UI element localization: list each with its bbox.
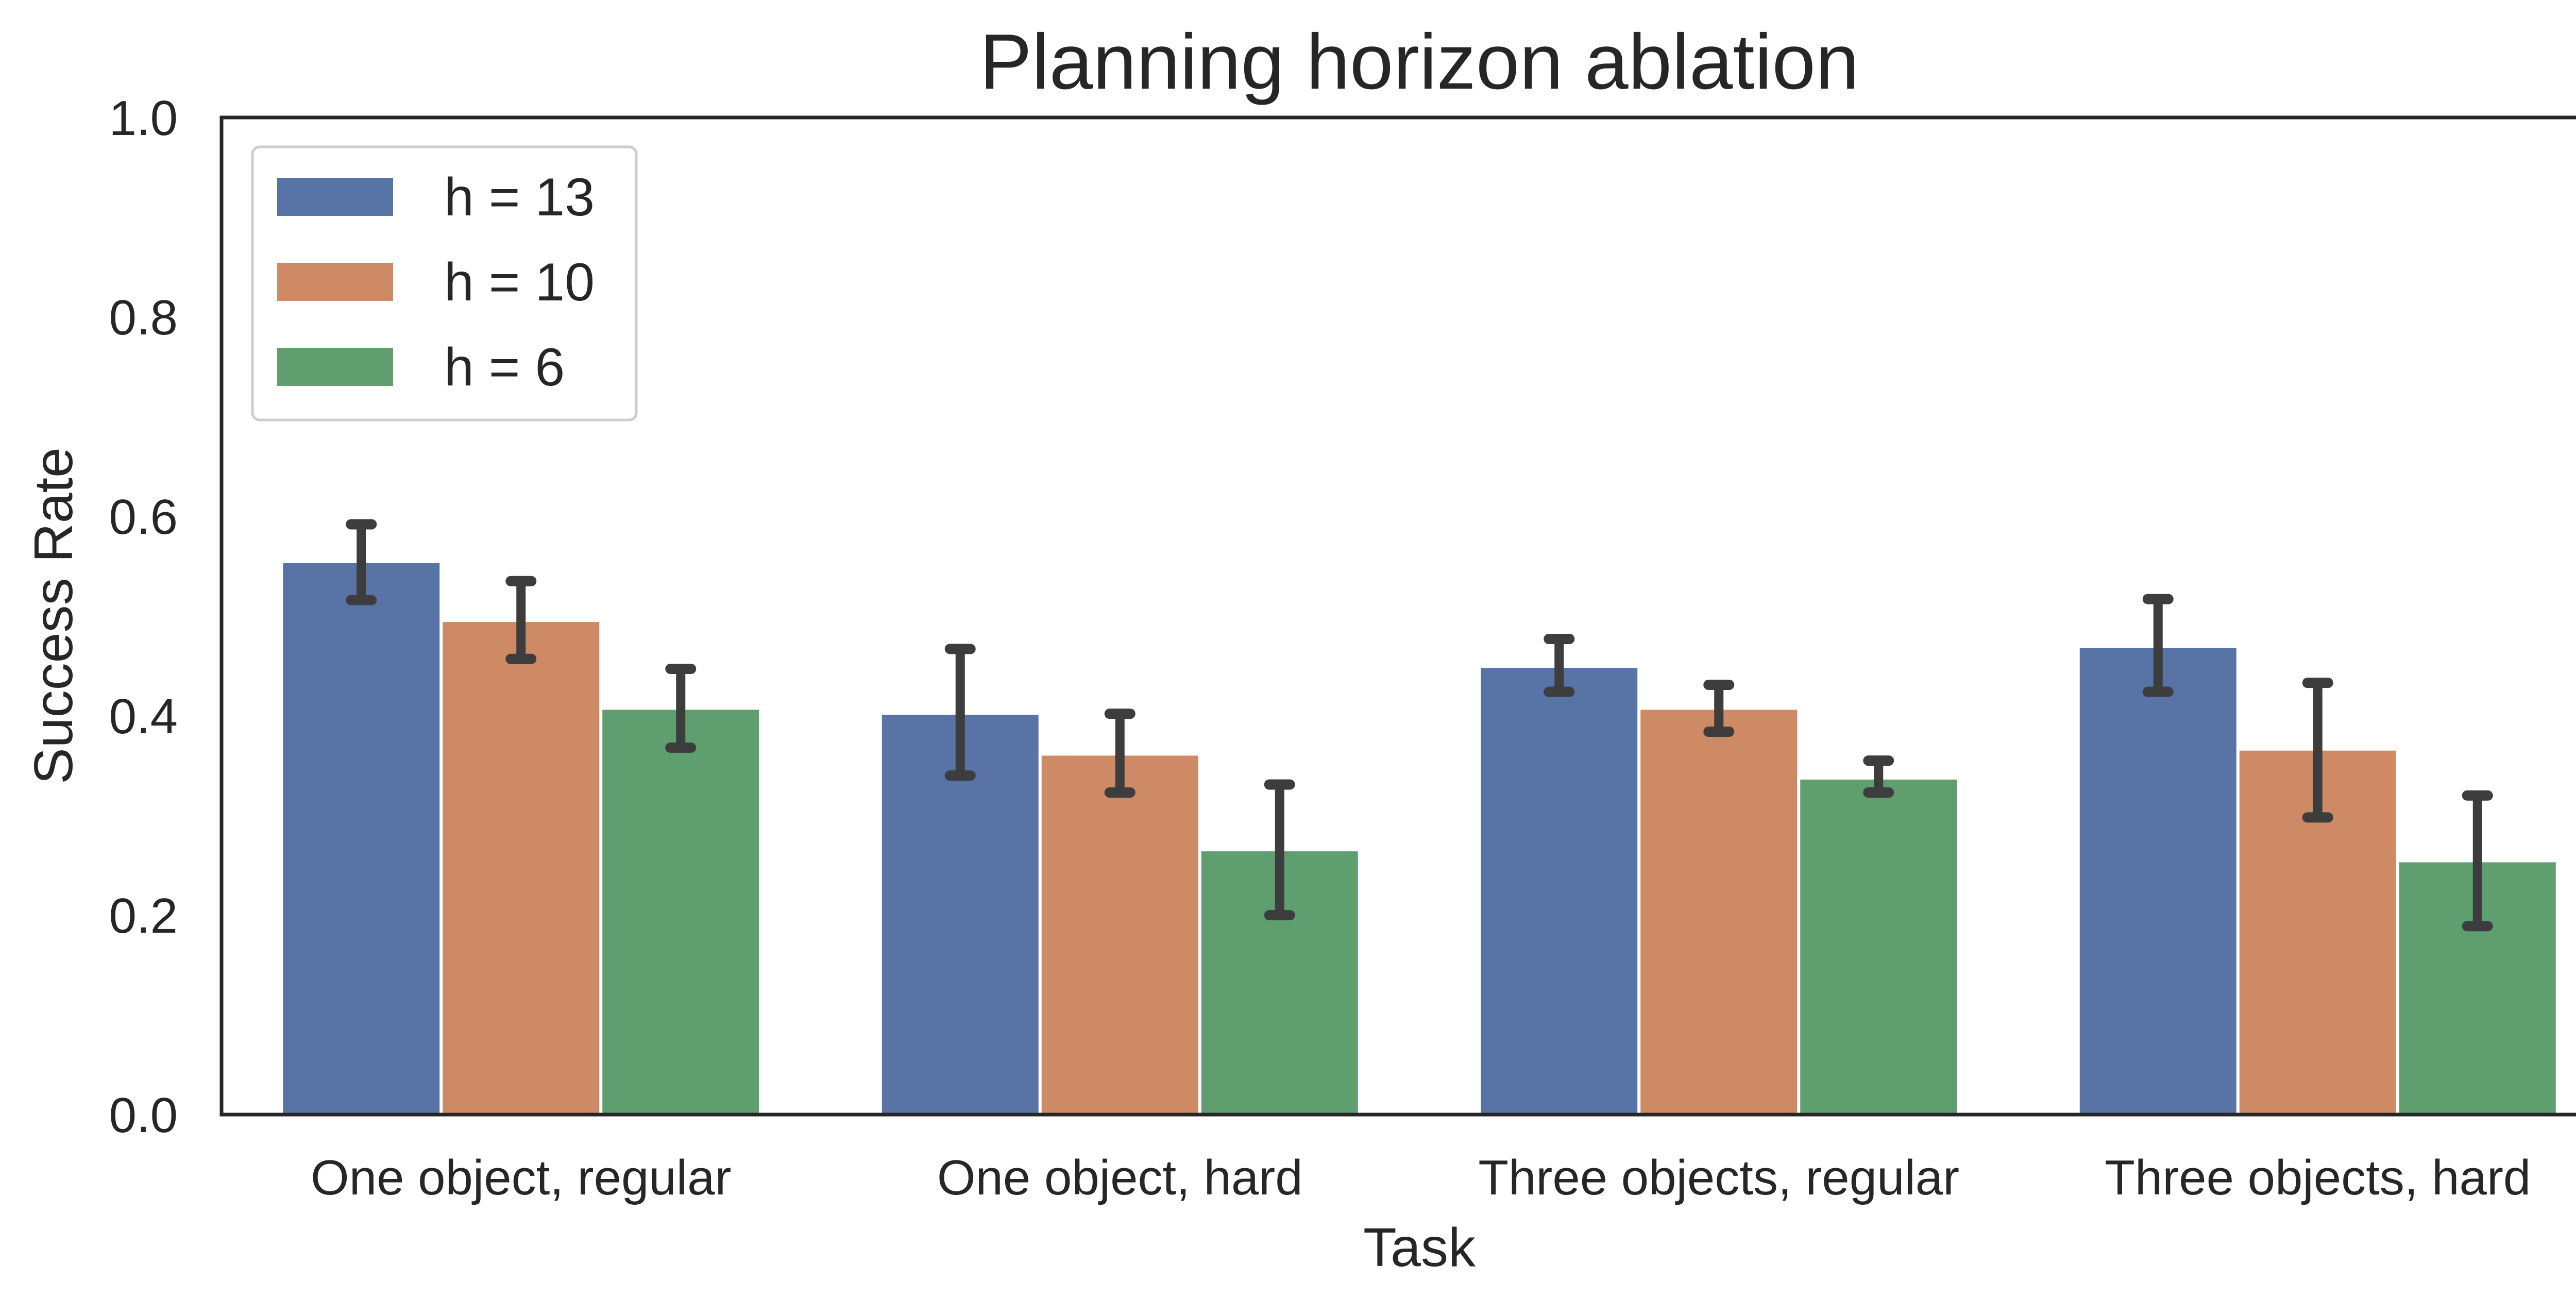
- legend: h = 13 h = 10 h = 6: [251, 145, 638, 422]
- legend-swatch: [277, 263, 393, 301]
- chart-title: Planning horizon ablation: [979, 18, 1859, 106]
- bar: [1640, 710, 1798, 1115]
- x-tick-label: One object, hard: [937, 1150, 1303, 1205]
- bar: [2079, 648, 2236, 1115]
- legend-items: h = 13 h = 10 h = 6: [277, 167, 595, 397]
- y-tick-label: 0.0: [109, 1088, 178, 1143]
- y-axis-ticks: 0.0 0.2 0.4 0.6 0.8 1.0: [109, 91, 178, 1143]
- legend-label: h = 10: [444, 252, 595, 312]
- legend-label: h = 6: [444, 338, 565, 397]
- y-tick-label: 0.8: [109, 290, 178, 345]
- bar: [1800, 779, 1957, 1115]
- bar: [443, 622, 600, 1115]
- legend-swatch: [277, 348, 393, 386]
- bars-layer: [283, 563, 2556, 1115]
- x-tick-label: One object, regular: [311, 1150, 731, 1205]
- y-tick-label: 1.0: [109, 91, 178, 146]
- plot-area-frame: [219, 115, 2576, 1117]
- y-axis-label: Success Rate: [23, 447, 84, 784]
- y-tick-label: 0.2: [109, 888, 178, 944]
- x-tick-label: Three objects, regular: [1478, 1150, 1959, 1205]
- bar: [283, 563, 440, 1115]
- x-tick-label: Three objects, hard: [2105, 1150, 2531, 1205]
- legend-swatch: [277, 178, 393, 216]
- bar: [882, 715, 1039, 1115]
- bar: [1481, 668, 1638, 1115]
- bar: [602, 710, 759, 1115]
- y-tick-label: 0.6: [109, 490, 178, 545]
- bar: [1041, 755, 1198, 1115]
- legend-label: h = 13: [444, 167, 595, 227]
- x-axis-ticks: One object, regular One object, hard Three…: [311, 1150, 2531, 1205]
- x-axis-label: Task: [1363, 1217, 1476, 1278]
- error-bars-layer: [346, 519, 2493, 932]
- y-tick-label: 0.4: [109, 689, 178, 744]
